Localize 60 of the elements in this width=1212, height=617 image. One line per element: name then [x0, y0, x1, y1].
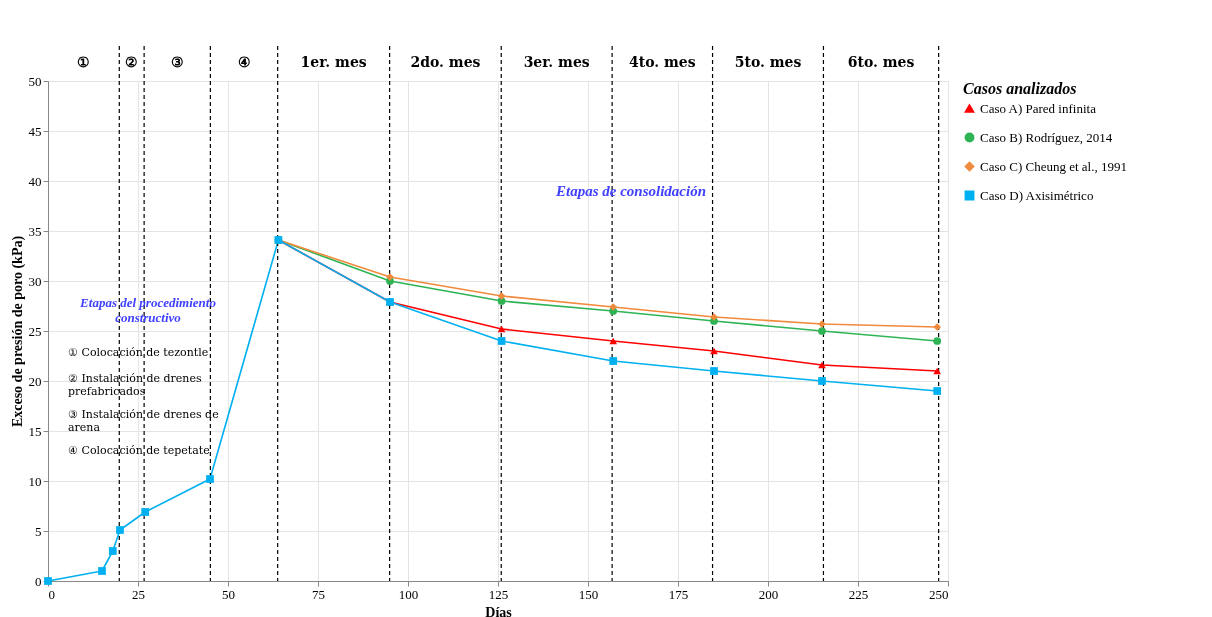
text: 4to. mes — [629, 54, 696, 70]
y-tick-label: 0 — [35, 573, 42, 589]
point — [609, 357, 618, 365]
point — [116, 526, 124, 534]
x-tick-label: 75 — [312, 586, 325, 602]
annotation: ① Colocación de tezontle — [68, 346, 209, 359]
x-tick-label: 0 — [48, 586, 55, 602]
legend-label: Caso A) Pared infinita — [980, 100, 1097, 116]
point — [818, 377, 826, 385]
point — [609, 303, 618, 311]
text: 3er. mes — [523, 54, 590, 70]
x-tick-label: 25 — [132, 586, 145, 602]
x-axis-title: Días — [485, 604, 513, 617]
legend-label: Caso D) Axisimétrico — [980, 187, 1094, 203]
x-tick-label: 50 — [222, 586, 235, 602]
text: 1er. mes — [300, 54, 367, 70]
annotation: ② Instalación de drenes prefabricados — [68, 372, 202, 398]
annotation: Etapas de consolidación — [554, 183, 707, 199]
text: 5to. mes — [734, 54, 802, 70]
legend-title: Casos analizados — [963, 80, 1077, 97]
x-tick-label: 125 — [488, 586, 509, 602]
text: ② — [125, 54, 139, 70]
y-tick-label: 35 — [28, 223, 42, 239]
x-tick-label: 250 — [929, 586, 949, 602]
point — [933, 337, 942, 345]
text: ① — [77, 54, 91, 70]
y-tick-label: 30 — [28, 273, 42, 289]
x-tick-label: 175 — [668, 586, 689, 602]
y-tick-label: 40 — [28, 173, 42, 189]
text: 2do. mes — [410, 54, 481, 70]
point — [933, 387, 942, 395]
annotation: Etapas del procedimiento constructivo — [79, 295, 217, 325]
text: ③ — [170, 54, 184, 70]
point — [206, 475, 214, 483]
legend-label: Caso C) Cheung et al., 1991 — [980, 158, 1127, 174]
text: 6to. mes — [847, 54, 915, 70]
point — [933, 323, 942, 331]
x-tick-label: 225 — [848, 586, 869, 602]
y-tick-label: 5 — [35, 523, 42, 539]
y-tick-label: 10 — [28, 473, 42, 489]
x-tick-label: 200 — [758, 586, 779, 602]
y-axis-title: Exceso de presión de poro (kPa) — [9, 235, 26, 428]
point — [710, 367, 718, 375]
y-tick-label: 15 — [28, 423, 42, 439]
point — [141, 508, 150, 516]
x-tick-label: 150 — [578, 586, 599, 602]
y-tick-label: 45 — [28, 123, 42, 139]
x-tick-label: 100 — [398, 586, 419, 602]
annotation: ④ Colocación de tepetate — [68, 444, 210, 457]
y-tick-label: 25 — [28, 323, 42, 339]
point — [497, 337, 506, 345]
point — [818, 327, 826, 335]
y-tick-label: 50 — [28, 73, 42, 89]
annotation: ③ Instalación de drenes de arena — [68, 408, 219, 434]
y-tick-label: 20 — [28, 373, 42, 389]
text: ④ — [237, 54, 251, 70]
point — [98, 567, 106, 575]
point — [108, 547, 117, 555]
legend-label: Caso B) Rodríguez, 2014 — [980, 129, 1113, 145]
point — [497, 292, 506, 300]
